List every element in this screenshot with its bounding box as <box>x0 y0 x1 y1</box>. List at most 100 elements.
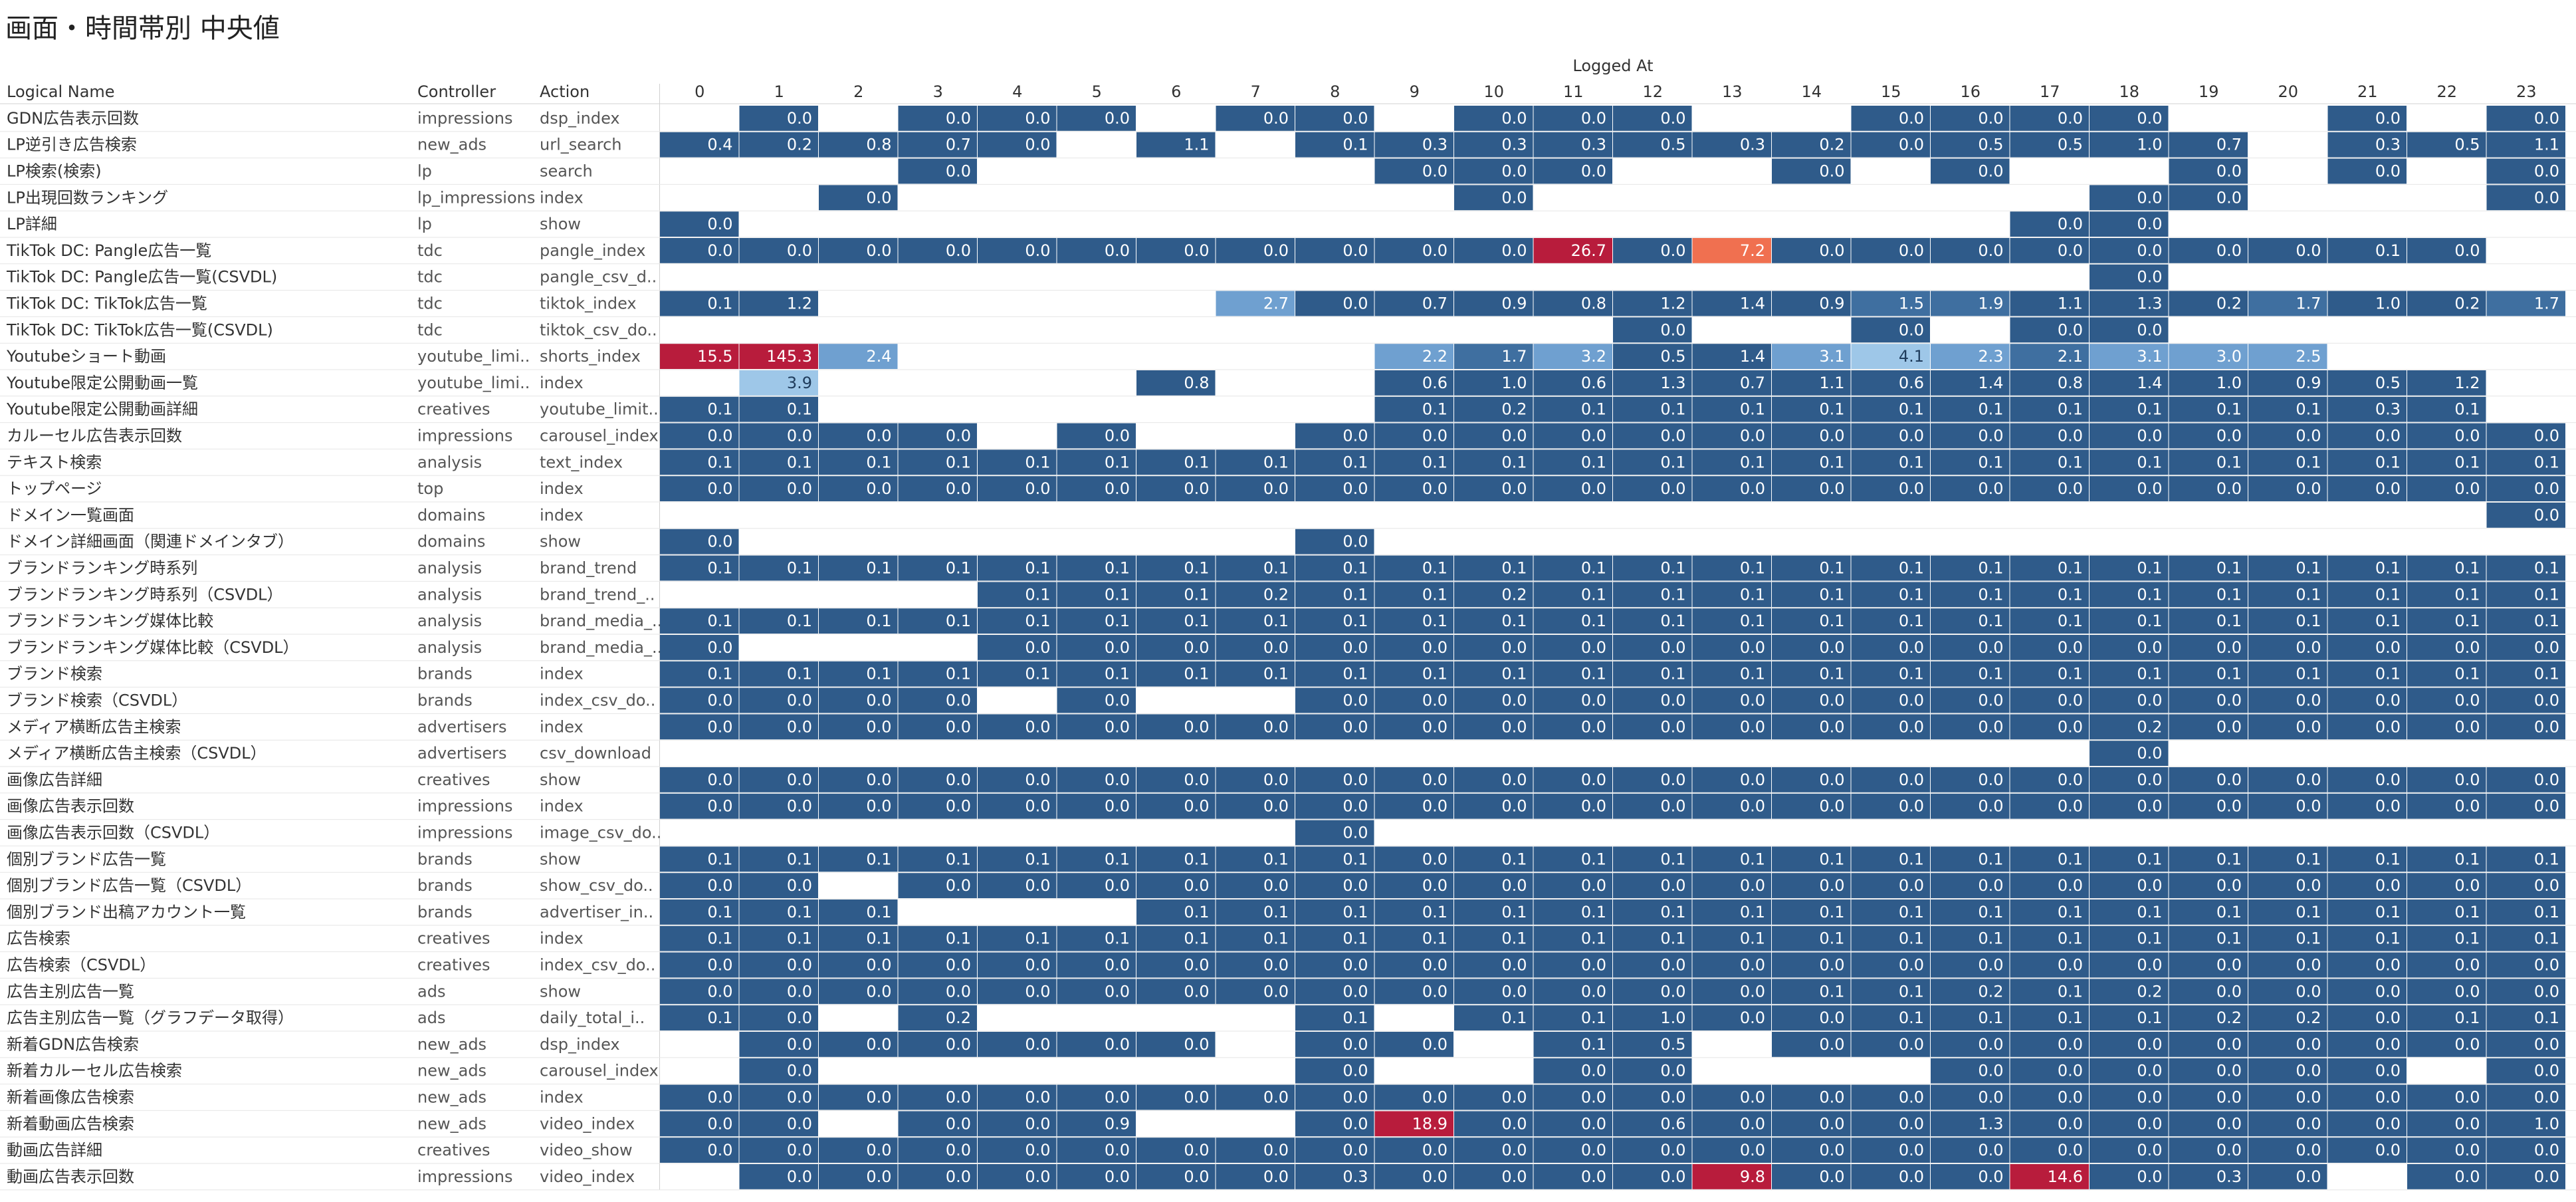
heatmap-cell <box>739 291 818 316</box>
row-label-action: index <box>540 506 584 525</box>
heatmap-cell <box>1216 476 1295 501</box>
heatmap-cell-label: 0.0 <box>866 1035 891 1054</box>
heatmap-cell-label: 0.1 <box>707 850 732 868</box>
heatmap-cell-label: 0.1 <box>2216 612 2242 630</box>
heatmap-cell <box>1295 767 1374 792</box>
heatmap-cell-label: 0.0 <box>2137 797 2162 816</box>
heatmap-cell-label: 0.1 <box>1263 559 1289 578</box>
row-label-controller: impressions <box>417 1167 512 1186</box>
heatmap-cell <box>1057 423 1136 449</box>
heatmap-cell-label: 0.0 <box>2137 427 2162 445</box>
heatmap-cell <box>2090 661 2169 687</box>
heatmap-cell-label: 0.1 <box>1978 1009 2003 1027</box>
heatmap-cell <box>1216 238 1295 263</box>
heatmap-cell-label: 0.0 <box>1184 241 1209 260</box>
heatmap-cell-label: 0.0 <box>1263 717 1289 736</box>
row-label-controller: creatives <box>417 771 490 789</box>
column-tick-label: 6 <box>1171 82 1181 101</box>
heatmap-cell-label: 0.0 <box>866 479 891 498</box>
heatmap-cell-label: 0.0 <box>1105 479 1130 498</box>
heatmap-cell <box>978 449 1057 475</box>
row-label-logical-name: LP検索(検索) <box>7 162 102 181</box>
heatmap-cell <box>2090 952 2169 978</box>
heatmap-cell-label: 0.0 <box>1740 1141 1765 1159</box>
heatmap-cell <box>1692 1084 1771 1110</box>
heatmap-cell <box>2248 900 2327 925</box>
table-row: 個別ブランド広告一覧（CSVDL） brands show_csv_do.. 0.0 0… <box>0 873 2576 900</box>
heatmap-cell-label: 0.0 <box>1263 797 1289 816</box>
heatmap-cell <box>1136 873 1216 898</box>
heatmap-cell-label: 0.0 <box>1899 638 1924 657</box>
column-tick-label: 20 <box>2278 82 2298 101</box>
heatmap-cell-label: 7.2 <box>1740 241 1765 260</box>
heatmap-cell <box>1613 1058 1692 1084</box>
heatmap-cell <box>2010 1084 2089 1110</box>
heatmap-cell <box>1772 370 1851 396</box>
heatmap-cell <box>1057 925 1136 951</box>
heatmap-cell-label: 0.0 <box>2375 717 2401 736</box>
heatmap-cell-label: 0.1 <box>1422 903 1448 921</box>
heatmap-cell <box>819 661 898 687</box>
heatmap-cell <box>1216 952 1295 978</box>
heatmap-cell-label: 0.1 <box>1184 903 1209 921</box>
heatmap-cell <box>2327 846 2407 872</box>
heatmap-cell-label: 0.0 <box>2137 1114 2162 1133</box>
heatmap-cell-label: 0.1 <box>2375 903 2401 921</box>
heatmap-cell <box>1136 1032 1216 1057</box>
heatmap-cell <box>1533 344 1612 369</box>
heatmap-cell-label: 0.2 <box>1263 585 1289 604</box>
heatmap-cell <box>1613 449 1692 475</box>
heatmap-cell <box>1931 900 2010 925</box>
heatmap-cell-label: 0.0 <box>1025 876 1050 895</box>
heatmap-cell-label: 0.0 <box>946 876 971 895</box>
heatmap-cell-label: 0.0 <box>1581 638 1606 657</box>
heatmap-cell-label: 0.1 <box>1819 850 1844 868</box>
heatmap-cell-label: 0.0 <box>1581 797 1606 816</box>
heatmap-cell-label: 0.0 <box>1978 162 2003 181</box>
table-row: LP検索(検索) lp search 0.0 0.0 0.0 0.0 0.0 0.0 0.0 0.0… <box>0 158 2576 185</box>
heatmap-cell <box>2010 344 2089 369</box>
heatmap-cell-label: 0.1 <box>2216 453 2242 471</box>
heatmap-cell-label: 0.0 <box>2454 1035 2480 1054</box>
heatmap-cell-label: 0.0 <box>1581 1062 1606 1080</box>
heatmap-cell-label: 0.1 <box>1819 453 1844 471</box>
heatmap-cell-label: 2.1 <box>2058 347 2083 366</box>
row-label-controller: lp_impressions <box>417 188 535 207</box>
heatmap-cell-label: 0.1 <box>2216 850 2242 868</box>
heatmap-cell-label: 0.0 <box>1819 1167 1844 1186</box>
heatmap-cell <box>1931 846 2010 872</box>
heatmap-cell-label: 0.0 <box>1105 691 1130 710</box>
row-label-logical-name: 広告主別広告一覧（グラフデータ取得） <box>7 1009 294 1027</box>
page-title: 画面・時間帯別 中央値 <box>5 13 280 44</box>
row-label-logical-name: LP詳細 <box>7 215 57 233</box>
heatmap-cell <box>2486 1138 2565 1163</box>
heatmap-cell-label: 0.0 <box>787 982 812 1001</box>
row-label-logical-name: 画像広告詳細 <box>7 771 102 789</box>
heatmap-cell <box>2248 476 2327 501</box>
row-label-action: index <box>540 479 584 498</box>
heatmap-cell-label: 0.1 <box>1025 612 1050 630</box>
heatmap-cell-label: 0.0 <box>2375 1114 2401 1133</box>
heatmap-cell <box>2010 873 2089 898</box>
heatmap-cell-label: 0.0 <box>2137 479 2162 498</box>
heatmap-cell-label: 0.0 <box>707 1141 732 1159</box>
heatmap-cell <box>819 687 898 713</box>
heatmap-cell-label: 0.1 <box>787 453 812 471</box>
heatmap-cell <box>978 238 1057 263</box>
heatmap-cell <box>660 132 739 158</box>
heatmap-cell-label: 0.9 <box>1105 1114 1130 1133</box>
heatmap-cell-label: 0.0 <box>1581 982 1606 1001</box>
heatmap-cell <box>2327 582 2407 608</box>
column-tick-label: 7 <box>1251 82 1261 101</box>
heatmap-cell <box>2407 873 2486 898</box>
heatmap-cell <box>1533 238 1612 263</box>
heatmap-cell-label: 0.1 <box>707 453 732 471</box>
row-label-action: index_csv_do.. <box>540 691 655 710</box>
heatmap-cell-label: 0.0 <box>2454 1141 2480 1159</box>
table-row: 新着画像広告検索 new_ads index 0.0 0.0 0.0 0.0 0.0 0.0 0.… <box>0 1084 2576 1111</box>
heatmap-cell-label: 0.0 <box>2454 956 2480 975</box>
heatmap-cell <box>2010 925 2089 951</box>
heatmap-cell-label: 0.1 <box>1263 453 1289 471</box>
heatmap-cell-label: 0.1 <box>1263 612 1289 630</box>
